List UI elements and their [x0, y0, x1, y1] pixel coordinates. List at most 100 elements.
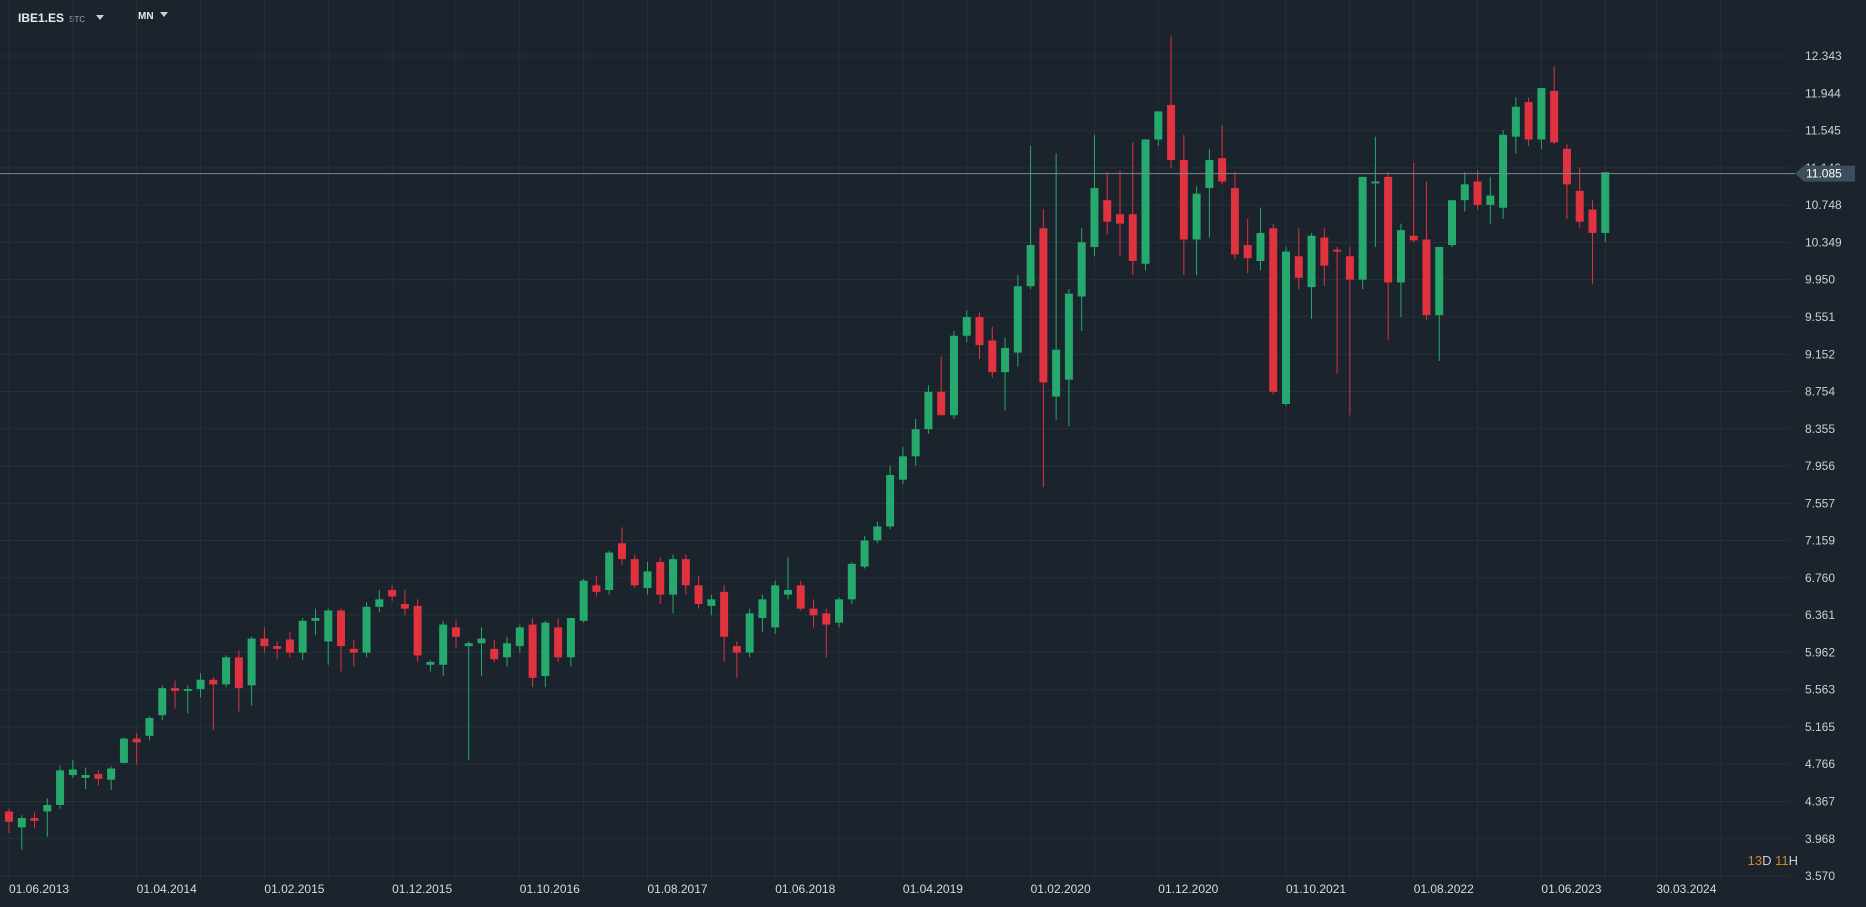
candle: [1269, 223, 1278, 395]
candle-body: [1039, 228, 1048, 383]
candle-body: [375, 599, 384, 607]
candle-body: [541, 622, 550, 676]
x-tick-label: 01.10.2021: [1286, 882, 1346, 896]
symbol-selector[interactable]: IBE1.ES STC: [18, 11, 105, 25]
candle-body: [1435, 246, 1444, 316]
candle-body: [1575, 190, 1584, 222]
candle-body: [43, 804, 52, 812]
y-tick-label: 7.956: [1805, 459, 1835, 473]
candle: [566, 618, 575, 667]
candle: [886, 465, 895, 530]
candle: [451, 620, 460, 648]
candle-body: [273, 646, 282, 649]
candle: [1103, 172, 1112, 235]
current-price-tag: [1795, 165, 1855, 182]
price-axis[interactable]: 12.34311.94411.54511.14610.74810.3499.95…: [1805, 49, 1842, 883]
symbol-name: IBE1.ES: [18, 11, 65, 25]
candle: [1473, 170, 1482, 210]
candle-body: [796, 585, 805, 609]
candle: [1422, 181, 1431, 320]
candle: [1358, 176, 1367, 290]
candle: [1396, 223, 1405, 318]
candle-body: [1333, 249, 1342, 252]
y-tick-label: 12.343: [1805, 49, 1842, 63]
candle-body: [758, 599, 767, 619]
candle-body: [439, 624, 448, 665]
candle: [1256, 207, 1265, 271]
candle: [860, 535, 869, 569]
candle-body: [835, 599, 844, 623]
candle: [1409, 162, 1418, 243]
candle-body: [490, 648, 499, 660]
candle-body: [1013, 286, 1022, 353]
candle-body: [745, 613, 754, 653]
candle-body: [1409, 235, 1418, 241]
candle-body: [1218, 158, 1227, 182]
candle: [847, 561, 856, 605]
candle-body: [1550, 90, 1559, 143]
candle: [362, 602, 371, 658]
candle-body: [1052, 349, 1061, 397]
candle-body: [988, 340, 997, 373]
candle-body: [962, 317, 971, 336]
candle: [694, 575, 703, 609]
candle-body: [592, 585, 601, 592]
candle: [1435, 246, 1444, 361]
candle: [1371, 136, 1380, 247]
candle: [1448, 200, 1457, 247]
y-tick-label: 6.361: [1805, 608, 1835, 622]
candle-body: [1141, 139, 1150, 264]
candle-body: [5, 811, 13, 822]
candle: [1192, 186, 1201, 275]
candle: [222, 655, 231, 688]
candle: [732, 641, 741, 678]
candle: [273, 641, 282, 660]
candle-body: [349, 648, 358, 653]
candle: [1179, 134, 1188, 275]
timeframe-selector[interactable]: MN: [138, 11, 168, 22]
candle: [1384, 172, 1393, 341]
candle: [1218, 125, 1227, 185]
candle: [311, 608, 320, 635]
candle: [1562, 144, 1571, 219]
x-tick-label: 01.06.2018: [775, 882, 835, 896]
candle: [1345, 246, 1354, 416]
candle: [1499, 130, 1508, 219]
candle: [1524, 97, 1533, 147]
candle: [605, 550, 614, 595]
candle: [337, 608, 346, 672]
candle: [183, 685, 192, 714]
time-axis[interactable]: 01.06.2013 01.04.2014 01.02.2015 01.12.2015…: [9, 882, 1717, 896]
candle: [375, 589, 384, 613]
candle-body: [81, 775, 90, 778]
x-tick-label: 01.08.2017: [648, 882, 708, 896]
candle-body: [694, 585, 703, 605]
candle: [720, 585, 729, 662]
x-tick-label: 01.06.2013: [9, 882, 69, 896]
candle-body: [285, 639, 294, 653]
candle: [1307, 232, 1316, 319]
candle-body: [975, 317, 984, 346]
x-tick-label: 01.04.2014: [137, 882, 197, 896]
candle: [107, 766, 116, 791]
candle-body: [362, 606, 371, 653]
candle-body: [873, 526, 882, 541]
candle: [388, 585, 397, 602]
candle: [349, 639, 358, 667]
y-tick-label: 9.551: [1805, 310, 1835, 324]
candle: [630, 554, 639, 589]
candle: [1141, 139, 1150, 271]
candle-body: [260, 638, 269, 647]
countdown-hour-unit: H: [1788, 853, 1798, 868]
candle-body: [1358, 176, 1367, 280]
y-tick-label: 11.545: [1805, 124, 1841, 138]
candle: [413, 599, 422, 662]
candle-body: [324, 610, 333, 642]
candle-body: [1243, 245, 1252, 259]
x-tick-label: 30.03.2024: [1656, 882, 1716, 896]
candle: [911, 418, 920, 466]
candle: [324, 608, 333, 665]
candle-body: [1026, 245, 1035, 287]
candle: [898, 446, 907, 485]
